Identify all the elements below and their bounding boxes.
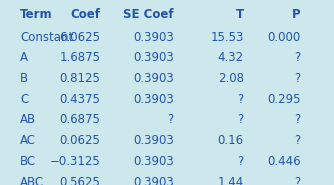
Text: SE Coef: SE Coef <box>123 8 174 21</box>
Text: 0.4375: 0.4375 <box>59 93 100 106</box>
Text: ?: ? <box>294 176 301 185</box>
Text: 1.6875: 1.6875 <box>59 51 100 64</box>
Text: 0.446: 0.446 <box>267 155 301 168</box>
Text: 0.3903: 0.3903 <box>133 93 174 106</box>
Text: 0.3903: 0.3903 <box>133 72 174 85</box>
Text: ?: ? <box>167 113 174 126</box>
Text: 1.44: 1.44 <box>217 176 244 185</box>
Text: ?: ? <box>294 51 301 64</box>
Text: 0.3903: 0.3903 <box>133 176 174 185</box>
Text: Constant: Constant <box>20 31 73 43</box>
Text: 0.6875: 0.6875 <box>59 113 100 126</box>
Text: ABC: ABC <box>20 176 44 185</box>
Text: T: T <box>236 8 244 21</box>
Text: 0.5625: 0.5625 <box>59 176 100 185</box>
Text: 0.3903: 0.3903 <box>133 155 174 168</box>
Text: 15.53: 15.53 <box>210 31 244 43</box>
Text: Coef: Coef <box>70 8 100 21</box>
Text: A: A <box>20 51 28 64</box>
Text: 2.08: 2.08 <box>218 72 244 85</box>
Text: AC: AC <box>20 134 36 147</box>
Text: P: P <box>292 8 301 21</box>
Text: 0.3903: 0.3903 <box>133 134 174 147</box>
Text: C: C <box>20 93 28 106</box>
Text: 4.32: 4.32 <box>218 51 244 64</box>
Text: ?: ? <box>294 134 301 147</box>
Text: ?: ? <box>237 155 244 168</box>
Text: AB: AB <box>20 113 36 126</box>
Text: −0.3125: −0.3125 <box>49 155 100 168</box>
Text: 0.000: 0.000 <box>267 31 301 43</box>
Text: BC: BC <box>20 155 36 168</box>
Text: 0.295: 0.295 <box>267 93 301 106</box>
Text: 6.0625: 6.0625 <box>59 31 100 43</box>
Text: 0.3903: 0.3903 <box>133 51 174 64</box>
Text: ?: ? <box>294 72 301 85</box>
Text: 0.16: 0.16 <box>218 134 244 147</box>
Text: 0.3903: 0.3903 <box>133 31 174 43</box>
Text: ?: ? <box>237 93 244 106</box>
Text: 0.0625: 0.0625 <box>59 134 100 147</box>
Text: Term: Term <box>20 8 53 21</box>
Text: ?: ? <box>294 113 301 126</box>
Text: 0.8125: 0.8125 <box>59 72 100 85</box>
Text: ?: ? <box>237 113 244 126</box>
Text: B: B <box>20 72 28 85</box>
